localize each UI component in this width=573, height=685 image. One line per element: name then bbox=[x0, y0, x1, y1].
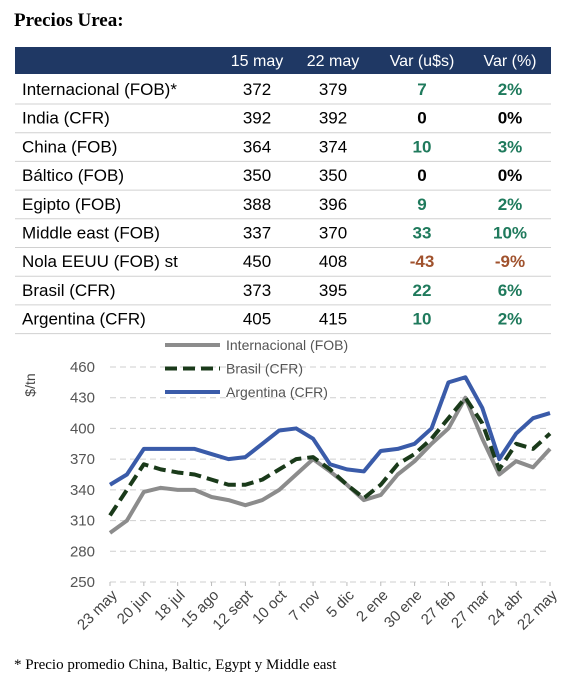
y-tick-label: 280 bbox=[70, 543, 95, 560]
cell: 372 bbox=[243, 80, 271, 99]
row-label: India (CFR) bbox=[22, 109, 110, 128]
cell: 405 bbox=[243, 310, 271, 329]
column-header: Var (%) bbox=[483, 53, 536, 70]
y-tick-label: 400 bbox=[70, 420, 95, 437]
legend-label: Internacional (FOB) bbox=[226, 337, 348, 353]
cell: 2% bbox=[498, 310, 523, 329]
cell: 7 bbox=[417, 80, 426, 99]
table-header-bar bbox=[15, 47, 551, 74]
row-label: Brasil (CFR) bbox=[22, 281, 116, 300]
y-tick-label: 460 bbox=[70, 359, 95, 376]
cell: 350 bbox=[319, 166, 347, 185]
y-tick-label: 250 bbox=[70, 574, 95, 591]
cell: 0 bbox=[417, 166, 426, 185]
cell: 33 bbox=[413, 224, 432, 243]
cell: 388 bbox=[243, 195, 271, 214]
column-header: Var (u$s) bbox=[390, 53, 455, 70]
row-label: Egipto (FOB) bbox=[22, 195, 121, 214]
y-tick-label: 370 bbox=[70, 451, 95, 468]
cell: 22 bbox=[413, 281, 432, 300]
cell: 408 bbox=[319, 252, 347, 271]
x-tick-label: 30 ene bbox=[381, 587, 425, 631]
cell: 373 bbox=[243, 281, 271, 300]
x-tick-label: 23 may bbox=[74, 586, 121, 633]
y-tick-label: 340 bbox=[70, 482, 95, 499]
cell: 10 bbox=[413, 137, 432, 156]
x-tick-label: 27 mar bbox=[448, 587, 493, 632]
cell: 2% bbox=[498, 80, 523, 99]
row-label: Nola EEUU (FOB) st bbox=[22, 252, 178, 271]
cell: 395 bbox=[319, 281, 347, 300]
series-line bbox=[108, 395, 552, 517]
cell: 0 bbox=[417, 109, 426, 128]
cell: 9 bbox=[417, 195, 426, 214]
cell: 392 bbox=[243, 109, 271, 128]
row-label: Báltico (FOB) bbox=[22, 166, 124, 185]
cell: 350 bbox=[243, 166, 271, 185]
cell: 370 bbox=[319, 224, 347, 243]
cell: 396 bbox=[319, 195, 347, 214]
x-tick-label: 5 dic bbox=[323, 586, 358, 621]
x-tick-label: 7 nov bbox=[286, 586, 324, 624]
x-tick-label: 20 jun bbox=[114, 587, 155, 628]
cell: 10% bbox=[493, 224, 527, 243]
cell: 337 bbox=[243, 224, 271, 243]
cell: 3% bbox=[498, 137, 523, 156]
column-header: 15 may bbox=[231, 53, 283, 70]
cell: -43 bbox=[410, 252, 435, 271]
cell: 0% bbox=[498, 109, 523, 128]
row-label: Internacional (FOB)* bbox=[22, 80, 177, 99]
footnote: * Precio promedio China, Baltic, Egypt y… bbox=[14, 657, 337, 673]
row-label: Argentina (CFR) bbox=[22, 310, 146, 329]
cell: 2% bbox=[498, 195, 523, 214]
x-tick-label: 10 oct bbox=[249, 586, 291, 628]
cell: 6% bbox=[498, 281, 523, 300]
y-tick-label: 310 bbox=[70, 513, 95, 530]
cell: 374 bbox=[319, 137, 347, 156]
row-label: China (FOB) bbox=[22, 137, 117, 156]
series-line bbox=[108, 375, 551, 487]
y-axis-label: $/tn bbox=[22, 373, 38, 396]
cell: 379 bbox=[319, 80, 347, 99]
column-header: 22 may bbox=[307, 53, 359, 70]
cell: 392 bbox=[319, 109, 347, 128]
cell: 415 bbox=[319, 310, 347, 329]
cell: 450 bbox=[243, 252, 271, 271]
title: Precios Urea: bbox=[14, 10, 124, 31]
cell: 364 bbox=[243, 137, 271, 156]
row-label: Middle east (FOB) bbox=[22, 224, 160, 243]
legend-label: Brasil (CFR) bbox=[226, 361, 303, 377]
y-tick-label: 430 bbox=[70, 390, 95, 407]
cell: -9% bbox=[495, 252, 525, 271]
legend-label: Argentina (CFR) bbox=[226, 384, 328, 400]
cell: 10 bbox=[413, 310, 432, 329]
cell: 0% bbox=[498, 166, 523, 185]
